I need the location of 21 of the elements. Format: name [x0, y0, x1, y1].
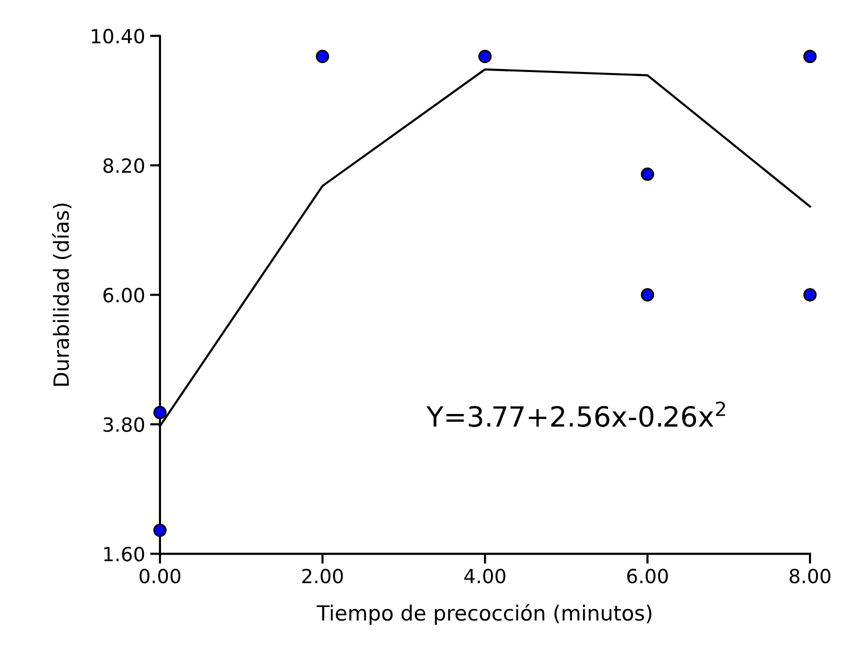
x-tick-label: 2.00: [302, 568, 343, 584]
x-tick-label: 6.00: [627, 568, 668, 584]
y-tick-label: 8.20: [103, 158, 144, 173]
x-tick-label: 8.00: [790, 568, 830, 584]
y-tick-label: 3.80: [104, 417, 144, 432]
point: [803, 288, 817, 302]
x-tick-label: 4.00: [464, 568, 506, 584]
point: [640, 168, 654, 181]
point: [153, 524, 167, 537]
point: [316, 50, 330, 64]
y-tick-label: 10.40: [92, 28, 144, 44]
y-axis-title: Durabilidad (días): [52, 204, 72, 386]
annotation: Y=3.77+2.56x-0.26x$^{2}$: [426, 402, 725, 427]
x-axis-title: Tiempo de precocción (minutos): [316, 604, 652, 625]
point: [153, 406, 167, 420]
point: [803, 50, 817, 64]
x-tick-label: 0.00: [140, 568, 180, 584]
point: [640, 288, 654, 302]
point: [478, 50, 492, 64]
y-tick-label: 6.00: [103, 288, 144, 302]
y-tick-label: 1.60: [104, 546, 144, 562]
